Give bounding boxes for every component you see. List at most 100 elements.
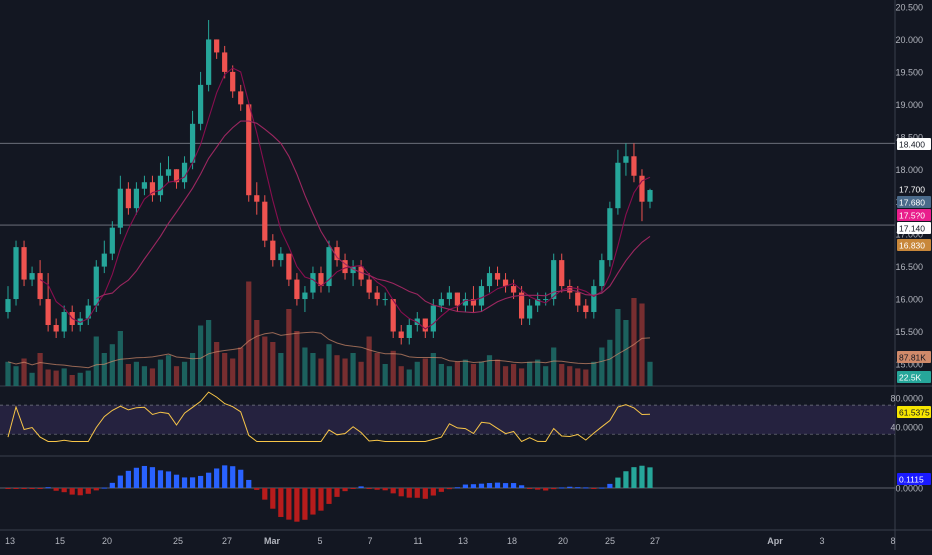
candle-body <box>398 331 404 338</box>
candle-body <box>206 39 212 85</box>
macd-histogram-bar <box>567 486 573 488</box>
macd-histogram-bar <box>206 472 212 488</box>
macd-badge: 0.1115 <box>897 473 931 485</box>
candle-body <box>286 253 292 280</box>
volume-bar <box>350 353 356 386</box>
candle-body <box>222 52 228 72</box>
volume-bar <box>310 353 316 386</box>
candle-body <box>527 305 533 319</box>
volume-badge-bg <box>897 371 931 383</box>
macd-histogram-bar <box>559 487 565 489</box>
macd-histogram-bar <box>29 488 35 489</box>
volume-bar <box>141 366 148 386</box>
volume-bar <box>446 366 452 386</box>
candle-body <box>518 292 525 319</box>
volume-badge-label: 22.5K <box>899 373 922 383</box>
candle-body <box>101 253 107 267</box>
macd-histogram-bar <box>246 479 252 488</box>
price-tick-label: 20.500 <box>895 3 923 13</box>
candle-body <box>599 260 605 287</box>
price-tick-label: 15.000 <box>895 359 923 369</box>
price-badge: 17.680 <box>897 196 931 208</box>
price-tick-label: 20.000 <box>895 35 923 45</box>
candle-body <box>77 318 83 326</box>
macd-histogram-bar <box>302 488 308 520</box>
volume-badge: 22.5K <box>897 371 931 383</box>
volume-bar <box>334 355 340 386</box>
candle-body <box>374 292 380 300</box>
macd-histogram-bar <box>125 470 131 488</box>
time-tick-label: 18 <box>507 536 517 546</box>
volume-bar <box>69 375 75 386</box>
volume-badge-label: 87.81K <box>899 353 926 363</box>
candle-body <box>262 201 268 241</box>
volume-bar <box>374 353 380 386</box>
price-tick-label: 19.000 <box>895 100 923 110</box>
price-tick-label: 15.500 <box>895 327 923 337</box>
price-badge-label: 18.400 <box>899 140 925 150</box>
candle-body <box>53 325 59 332</box>
volume-bar <box>543 366 549 386</box>
volume-bar <box>13 366 19 386</box>
volume-bar <box>278 353 284 386</box>
candle-body <box>430 305 436 332</box>
candle-body <box>85 305 91 319</box>
time-tick-label: 8 <box>890 536 895 546</box>
volume-bar <box>406 369 412 386</box>
time-tick-label: 25 <box>173 536 183 546</box>
volume-bar <box>125 364 131 386</box>
candle-body <box>647 190 653 202</box>
price-tick-label: 16.000 <box>895 295 923 305</box>
candle-body <box>559 260 565 287</box>
candle-body <box>214 39 220 53</box>
candle-body <box>470 299 477 306</box>
volume-bar <box>45 369 51 386</box>
macd-histogram-bar <box>5 488 11 489</box>
volume-bar <box>599 347 605 386</box>
macd-histogram-bar <box>37 488 43 489</box>
macd-histogram-bar <box>599 487 605 489</box>
time-tick-label: 25 <box>605 536 615 546</box>
candle-body <box>21 247 27 280</box>
macd-histogram-bar <box>230 466 236 488</box>
rsi-tick-label: 40.0000 <box>890 422 923 432</box>
candle-body <box>133 188 140 209</box>
volume-bar <box>222 353 228 386</box>
volume-bar <box>559 364 565 386</box>
candle-body <box>238 91 244 105</box>
time-tick-label: 3 <box>819 536 824 546</box>
candle-body <box>318 273 324 287</box>
macd-histogram-bar <box>197 475 204 488</box>
price-badge: 16.830 <box>897 239 931 251</box>
volume-bar <box>639 303 645 386</box>
macd-histogram-bar <box>93 488 99 491</box>
macd-histogram-bar <box>334 488 340 497</box>
volume-bar <box>358 361 364 386</box>
candle-body <box>551 260 557 300</box>
volume-bar <box>631 298 637 386</box>
price-badge-bg <box>897 183 931 195</box>
candle-body <box>334 247 340 261</box>
time-tick-label: 7 <box>367 536 372 546</box>
price-tick-label: 18.000 <box>895 165 923 175</box>
candle-body <box>543 299 549 301</box>
candle-body <box>494 273 501 280</box>
volume-bar <box>575 368 581 386</box>
volume-bar <box>454 361 461 386</box>
price-badge-label: 17.700 <box>899 185 925 195</box>
volume-bar <box>502 366 509 386</box>
candle-body <box>125 188 131 209</box>
volume-bar <box>535 359 541 386</box>
candle-body <box>189 123 196 163</box>
macd-histogram-bar <box>502 483 509 488</box>
macd-histogram-bar <box>446 488 452 490</box>
volume-bar <box>173 366 180 386</box>
time-tick-label: 20 <box>558 536 568 546</box>
candle-body <box>302 292 308 300</box>
macd-histogram-bar <box>294 488 300 522</box>
candle-body <box>615 162 621 209</box>
volume-bar <box>214 342 220 386</box>
volume-bar <box>342 358 348 386</box>
